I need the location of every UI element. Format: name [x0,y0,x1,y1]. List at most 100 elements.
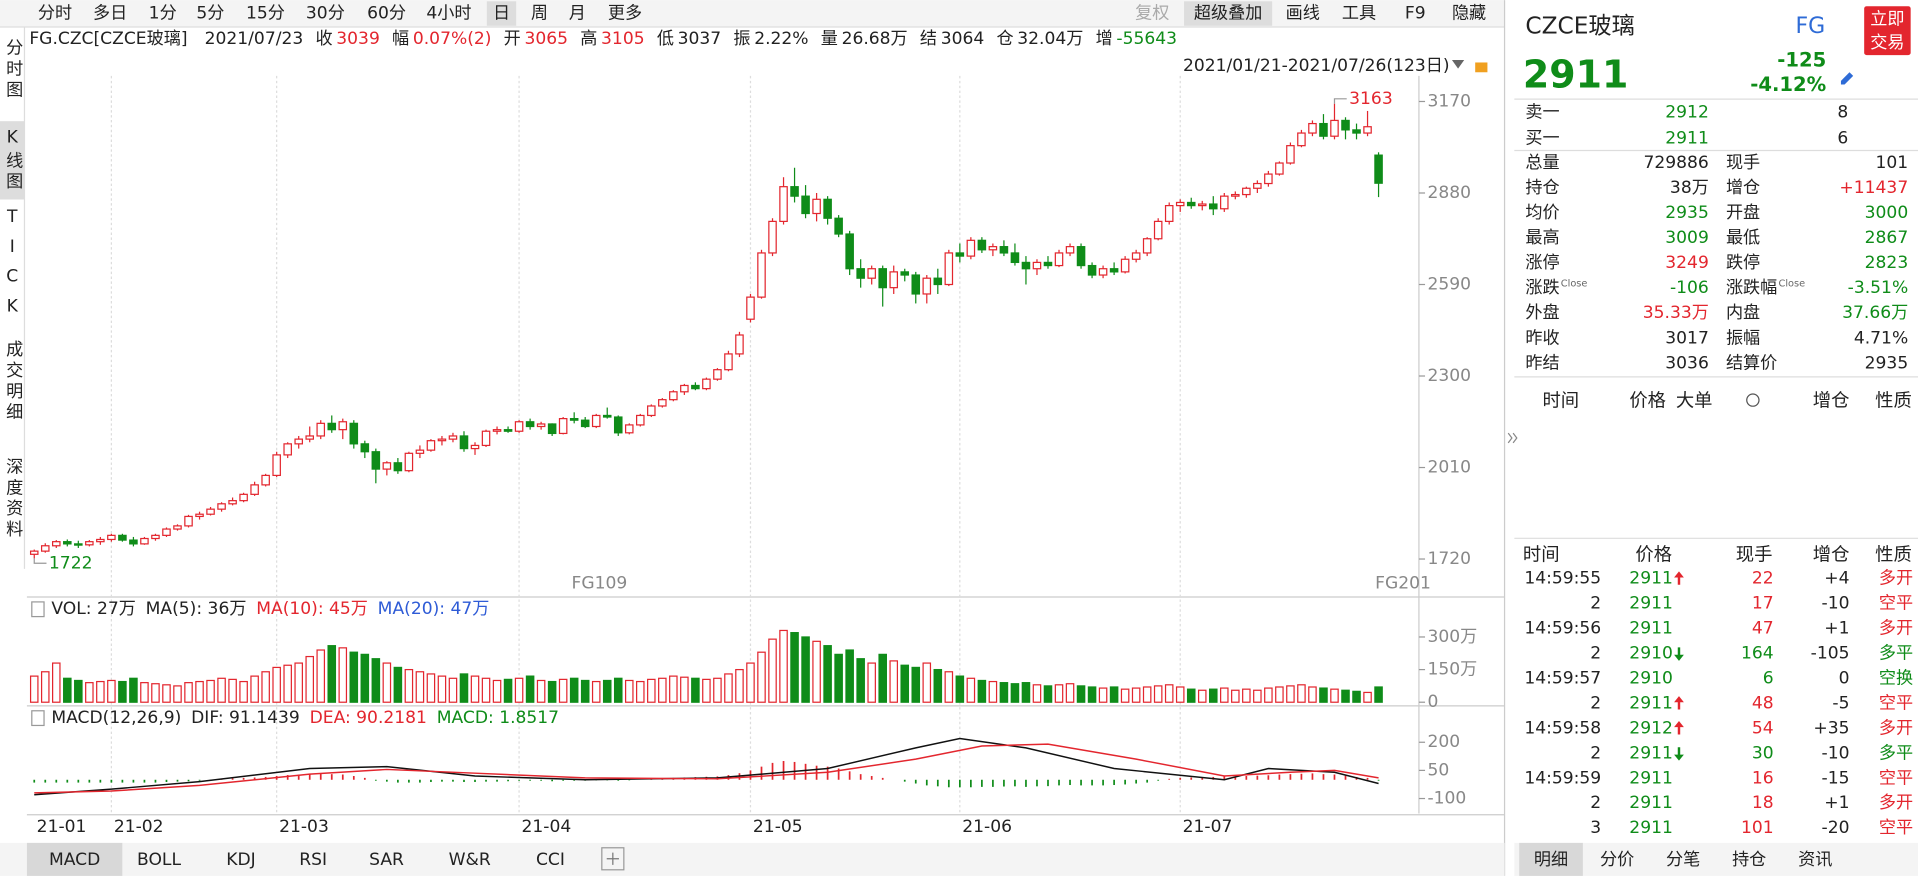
toolbar-tab[interactable]: 日 [493,4,510,24]
toolbar-tab[interactable]: 多日 [93,4,127,24]
toolbar-button[interactable]: 超级叠加 [1194,4,1262,24]
add-button[interactable] [601,847,625,871]
volume-bar [118,680,127,703]
quote-tab[interactable]: 资讯 [1798,850,1832,870]
toolbar-tab[interactable]: 分时 [38,4,72,24]
candle-body [977,239,987,251]
trade-button[interactable] [1864,6,1911,56]
indicator-tab[interactable]: RSI [299,850,327,870]
help-icon[interactable] [31,710,45,727]
candle-body [294,438,303,445]
quote-tab[interactable]: 持仓 [1732,850,1766,870]
quote-tab[interactable]: 明细 [1534,850,1568,870]
stat-label: 外盘 [1525,303,1559,323]
indicator-tab[interactable]: CCI [536,850,565,870]
quote-tab[interactable]: 分价 [1600,850,1634,870]
tick-time: 2 [1590,793,1601,813]
stat-label: 振幅 [1726,328,1760,348]
volume-bar [107,679,116,703]
toolbar-tab[interactable]: 5分 [196,4,224,24]
candle-body [40,545,50,552]
candle-body [1208,203,1218,210]
toolbar-button[interactable]: 工具 [1342,4,1376,24]
quote-tab[interactable]: 分笔 [1666,850,1700,870]
tick-nature: 多开 [1879,718,1913,738]
candle-body [492,429,502,432]
tick-time: 2 [1590,594,1601,614]
candle-body [349,422,359,445]
trade-label[interactable]: 交易 [1870,33,1904,53]
volume-bar [602,679,612,703]
tick-price: 2911 [1629,818,1673,838]
toolbar-button[interactable]: 隐藏 [1452,4,1486,24]
toolbar-button[interactable]: F9 [1405,4,1426,24]
volume-bar [1242,688,1251,703]
indicator-tab[interactable]: MACD [49,850,100,870]
volume-bar [129,677,138,703]
indicator-tab[interactable]: W&R [449,850,491,870]
side-tab[interactable]: TICK [2,207,22,326]
tick-vol: 101 [1741,818,1774,838]
stat-value: 729886 [1644,153,1709,173]
volume-bar [85,682,94,703]
x-tick-label: 21-03 [279,817,329,837]
stat-value: 37.66万 [1842,303,1908,323]
tick-price: 2911 [1629,743,1673,763]
candle-body [448,435,458,440]
stat-sup: Close [1779,278,1806,289]
side-tab[interactable]: K线图 [2,128,23,193]
lock-icon[interactable] [1475,62,1488,73]
candle-body [415,449,425,454]
candle-body [955,252,965,257]
side-tab[interactable]: 深度资料 [2,458,23,541]
volume-bar [867,662,876,703]
candle-body [790,186,799,197]
indicator-tab[interactable]: KDJ [226,850,255,870]
side-tab[interactable]: 分时图 [2,39,23,101]
candle-body [812,198,821,215]
volume-bar [1374,686,1383,703]
toolbar-button[interactable]: 复权 [1135,4,1169,24]
volume-bar [228,678,237,703]
candle-body [459,435,469,450]
candle-body [669,391,678,401]
candle-body [272,454,281,477]
tick-header: 性质 [1875,544,1912,565]
toolbar-button[interactable]: 画线 [1286,4,1320,24]
toolbar-tab[interactable]: 月 [569,4,586,24]
indicator-tab[interactable]: SAR [369,850,404,870]
edit-icon[interactable] [1840,72,1854,85]
toolbar-tab[interactable]: 更多 [608,4,642,24]
side-active-bg [0,121,25,200]
tick-time: 14:59:59 [1524,768,1601,788]
toolbar-tab[interactable]: 周 [531,4,548,24]
toolbar-tab[interactable]: 1分 [149,4,177,24]
toolbar-tab[interactable]: 15分 [246,4,285,24]
settings-icon[interactable] [1746,393,1760,407]
toolbar-tab[interactable]: 30分 [306,4,345,24]
toolbar-tab[interactable]: 4小时 [426,4,471,24]
volume-bar [944,671,954,703]
date-range[interactable]: 2021/01/21-2021/07/26(123日) [1183,56,1450,76]
stat-label: 最低 [1726,228,1760,248]
collapse-arrow[interactable] [1507,432,1518,444]
candle-body [933,277,943,286]
x-tick-label: 21-02 [114,817,164,837]
help-icon[interactable] [31,601,45,618]
indicator-tab[interactable]: BOLL [137,850,181,870]
volume-bar [1341,689,1350,703]
tick-nature: 空平 [1879,768,1913,788]
stat-value: 2867 [1865,228,1909,248]
trade-label[interactable]: 立即 [1870,10,1904,30]
toolbar-tab[interactable]: 60分 [367,4,406,24]
tick-time: 2 [1590,693,1601,713]
candle-body [1164,205,1174,223]
field-value: 3039 [336,29,380,49]
side-tab[interactable]: 成交明细 [2,340,23,423]
tick-nature: 多平 [1879,743,1913,763]
bottom-bar [0,842,1505,876]
range-dropdown[interactable] [1451,60,1465,69]
date: 2021/07/23 [205,29,304,49]
candle-body [856,268,865,279]
field-label: 开 [504,29,521,49]
